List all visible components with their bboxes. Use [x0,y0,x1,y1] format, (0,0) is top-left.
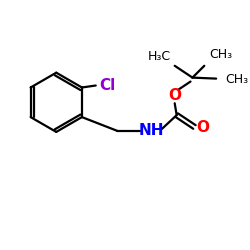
Text: H₃C: H₃C [147,50,171,64]
Text: O: O [196,120,209,136]
Text: CH₃: CH₃ [210,48,233,62]
Text: O: O [168,88,181,103]
Text: CH₃: CH₃ [225,73,248,86]
Text: NH: NH [138,124,164,138]
Text: Cl: Cl [100,78,116,93]
